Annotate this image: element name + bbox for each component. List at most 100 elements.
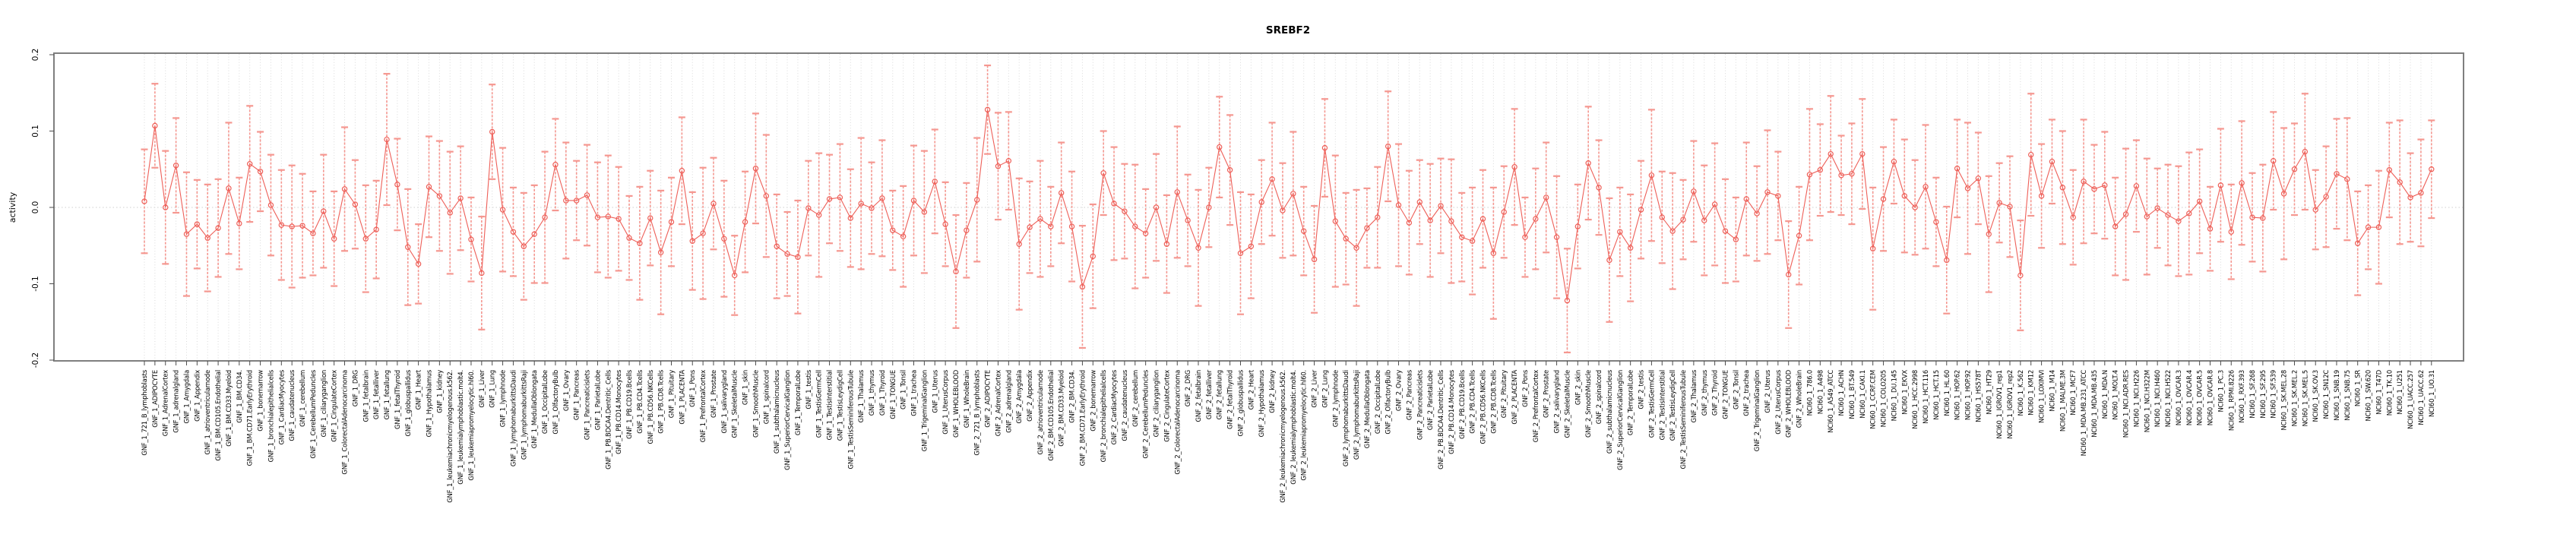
data-point [732,272,738,279]
data-point [763,193,770,199]
x-tick-label: GNF_1_Prostate [710,370,717,418]
data-point [689,238,695,244]
data-point [1132,223,1138,229]
x-tick-label: GNF_2_PB.CD8.Tcells [1489,370,1497,434]
x-tick-label: GNF_2_Pancreaticislets [1416,370,1423,440]
x-tick-label: NCI60_1_SW.620 [2365,370,2372,421]
x-tick-label: GNF_2_leukemialymphoblastic.molt4. [1290,370,1297,485]
x-tick-label: NCI60_1_K.562 [2017,370,2024,416]
data-point [1037,216,1043,222]
data-point [647,215,653,221]
x-tick-label: GNF_1_leukemialymphoblastic.molt4. [457,370,464,485]
x-tick-label: GNF_2_PrefrontalCortex [1532,370,1540,442]
x-tick-label: GNF_2_Hypothalamus [1258,370,1265,437]
x-tick-label: GNF_2_BM.CD105.Endothelial [1047,370,1055,461]
x-tick-label: GNF_2_DRG [1184,370,1191,406]
x-tick-label: GNF_2_SmoothMuscle [1584,370,1592,438]
data-point [869,205,875,211]
x-tick-label: GNF_1_TrigeminalGanglion [920,370,928,451]
x-tick-label: GNF_1_Pancreas [573,370,581,420]
data-point [331,236,337,242]
data-point [1321,144,1328,151]
x-tick-label: GNF_2_thymus [1701,370,1708,416]
data-point [1912,204,1918,210]
data-point [152,122,158,129]
x-tick-label: NCI60_1_EKVX [1900,370,1908,415]
y-tick-labels: 0.2 0.1 0.0 -0.1 -0.2 [31,49,54,368]
data-point [953,268,959,275]
x-tick-label: NCI60_1_HT29 [1985,370,1992,415]
x-tick-label: GNF_1_ColorectalAdenocarcinoma [341,370,349,475]
data-point [774,243,780,249]
data-point [1806,172,1813,178]
x-tick-label: GNF_1_testis [805,370,812,409]
data-point [1574,223,1581,229]
x-tick-label: GNF_2_Amygdala [1015,370,1023,424]
data-points [141,106,2435,304]
data-point [1122,208,1128,214]
x-tick-label: GNF_2_TONGUE [1722,370,1729,419]
data-point [858,201,864,207]
x-tick-label: GNF_2_BM.CD33.Myeloid [1058,370,1065,447]
data-point [1553,234,1560,240]
x-tick-label: GNF_2_Lung [1321,370,1328,408]
x-tick-marks [144,361,2432,365]
x-tick-label: GNF_2_ParietalLobe [1426,370,1434,430]
x-tick-label: GNF_1_Thalamus [857,370,865,422]
x-tick-label: GNF_2_BM.CD71.EarlyErythroid [1078,370,1086,466]
x-tick-label: NCI60_1_NCI.H226 [2132,370,2140,427]
x-tick-label: GNF_2_BM.CD34. [1068,370,1076,423]
data-point [910,198,917,204]
x-tick-label: GNF_1_BM.CD34. [236,370,243,423]
data-point [2291,166,2298,172]
data-point [1079,283,1086,290]
data-point [2028,151,2034,158]
data-point [1174,189,1180,195]
x-tick-label: NCI60_1_T47D [2375,370,2382,415]
data-point [594,214,601,220]
x-tick-label: GNF_2_Appendix [1026,370,1033,422]
data-point [1206,204,1212,210]
data-point [310,230,316,236]
x-tick-label: GNF_2_fetalbrain [1195,370,1202,422]
x-tick-label: GNF_1_Pituitary [668,370,676,418]
x-tick-label: NCI60_1_A498 [1816,370,1824,414]
data-point [1975,175,1982,182]
data-point [1596,185,1602,191]
x-tick-label: GNF_1_PB.CD8.Tcells [657,370,665,434]
x-tick-label: GNF_1_ciliaryganglion [320,370,328,437]
y-tick-label: 0.1 [31,125,40,138]
data-point [1501,209,1507,215]
data-point [1511,164,1517,170]
x-tick-label: GNF_2_TestisSeminiferousTubule [1679,370,1687,470]
data-point [984,106,991,113]
data-point [1711,201,1718,207]
data-point [1195,245,1201,251]
data-point [605,213,611,220]
x-tick-label: NCI60_1_NCI.H522 [2164,370,2172,427]
data-point [1754,210,1760,217]
x-tick-label: GNF_1_Hypothalamus [425,370,432,437]
x-tick-label: NCI60_1_KM12 [2027,370,2035,416]
x-tick-label: GNF_1_SmoothMuscle [752,370,759,438]
data-point [1859,150,1866,157]
x-tick-label: NCI60_1_M14 [2048,370,2055,412]
data-point [932,179,938,185]
data-point [964,227,970,233]
x-tick-label: GNF_1_caudatenucleus [288,370,296,441]
data-point [2375,224,2382,230]
data-point [1300,228,1307,234]
x-tick-label: NCI60_1_LOXIMVI [2038,370,2046,423]
data-point [2154,205,2160,211]
data-point [637,240,643,246]
data-point [995,163,1002,169]
x-tick-label: GNF_2_WholeBrain [1796,370,1803,428]
x-tick-label: NCI60_1_PC.3 [2217,370,2224,412]
data-point [447,210,453,216]
x-tick-label: NCI60_1_MDA.MB.231_ATCC [2080,370,2087,457]
data-point [236,220,242,226]
data-point [1533,216,1539,222]
x-tick-label: GNF_2_Ovary [1395,370,1403,411]
x-tick-label: GNF_1_AdrenalCortex [162,370,169,436]
x-tick-label: GNF_1_OccipitalLobe [541,370,549,434]
